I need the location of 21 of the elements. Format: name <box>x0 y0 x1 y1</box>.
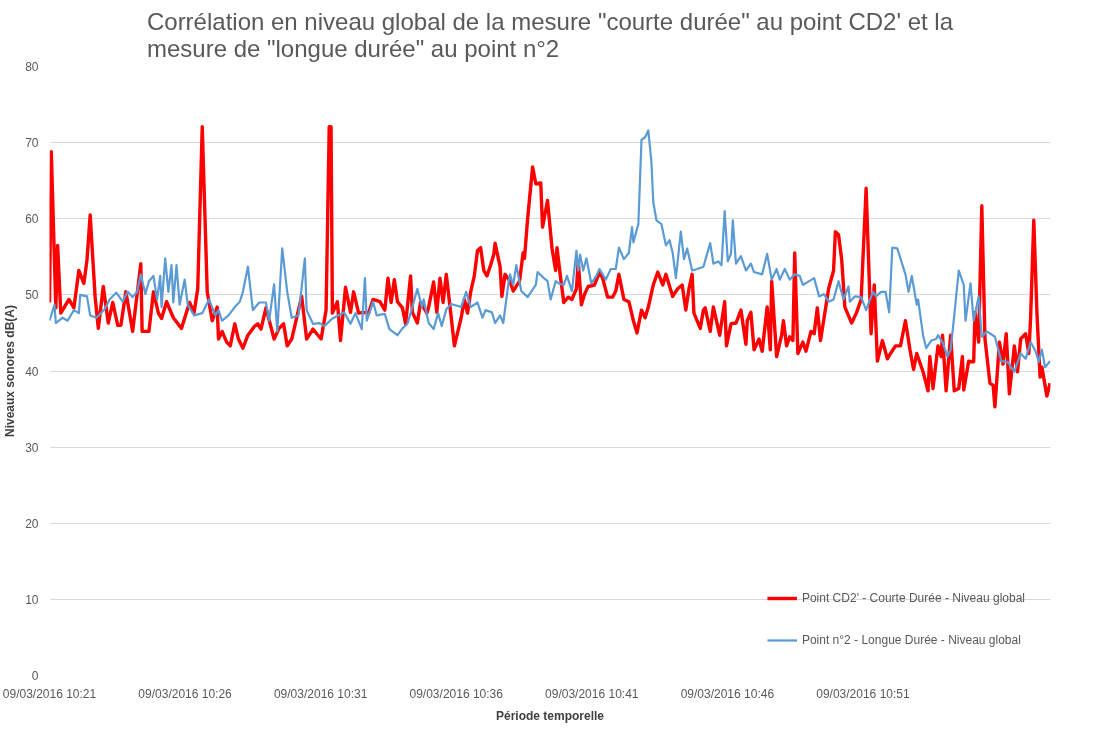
y-tick-label: 60 <box>25 212 39 227</box>
chart-title: Corrélation en niveau global de la mesure "courte durée" au point CD2' et la mesure de "longue durée" au point n°2 <box>146 7 954 62</box>
y-tick-label: 70 <box>25 136 39 151</box>
y-tick-label: 20 <box>25 516 39 531</box>
x-tick-label: 09/03/2016 10:46 <box>680 686 775 701</box>
y-tick-label: 0 <box>31 669 39 683</box>
y-tick-label: 10 <box>25 592 39 607</box>
x-tick-label: 09/03/2016 10:36 <box>409 686 504 701</box>
y-tick-label: 80 <box>25 60 39 74</box>
x-tick-label: 09/03/2016 10:31 <box>273 686 368 701</box>
x-tick-label: 09/03/2016 10:51 <box>816 686 910 701</box>
x-axis-title: Période temporelle <box>495 708 605 723</box>
legend-label: Point CD2' - Courte Durée - Niveau global <box>801 591 1025 605</box>
x-tick-label: 09/03/2016 10:41 <box>545 686 639 701</box>
x-tick-label: 09/03/2016 10:21 <box>2 686 97 701</box>
legend-label: Point n°2 - Longue Durée - Niveau global <box>801 633 1021 647</box>
y-tick-label: 30 <box>25 440 39 455</box>
x-tick-label: 09/03/2016 10:26 <box>138 686 233 701</box>
y-axis-title: Niveaux sonores dB(A) <box>3 304 18 438</box>
y-tick-label: 40 <box>25 364 39 379</box>
y-tick-label: 50 <box>25 288 39 303</box>
